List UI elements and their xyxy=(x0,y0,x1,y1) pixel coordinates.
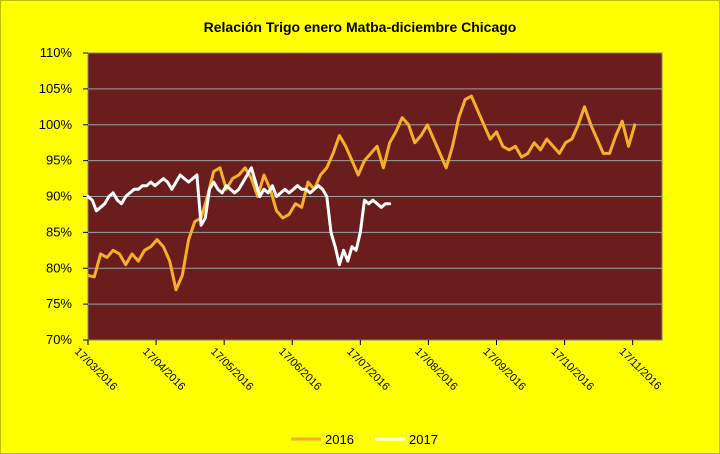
x-tick-label: 17/03/2016 xyxy=(72,346,119,393)
series-lines xyxy=(86,94,637,292)
y-tick-label: 75% xyxy=(46,296,72,311)
x-tick-label: 17/11/2016 xyxy=(617,346,664,393)
chart-title: Relación Trigo enero Matba-diciembre Chi… xyxy=(204,19,517,35)
y-tick-label: 85% xyxy=(46,224,72,239)
x-tick-label: 17/10/2016 xyxy=(548,346,595,393)
y-tick-label: 70% xyxy=(46,332,72,347)
x-tick-label: 17/06/2016 xyxy=(276,346,323,393)
x-tick-label: 17/04/2016 xyxy=(140,346,187,393)
series-line-2016 xyxy=(86,94,637,292)
x-tick-label: 17/09/2016 xyxy=(480,346,527,393)
x-tick-label: 17/07/2016 xyxy=(344,346,391,393)
y-tick-label: 95% xyxy=(46,153,72,168)
y-tick-label: 105% xyxy=(39,81,73,96)
legend-label-2017: 2017 xyxy=(409,432,438,447)
series-line-2017 xyxy=(86,166,392,267)
y-tick-label: 100% xyxy=(39,117,73,132)
y-tick-label: 90% xyxy=(46,189,72,204)
legend: 2016 2017 xyxy=(291,432,438,447)
y-tick-label: 110% xyxy=(40,45,73,60)
x-tick-label: 17/08/2016 xyxy=(412,346,459,393)
y-tick-label: 80% xyxy=(46,260,72,275)
y-axis-ticks: 70% 75% 80% 85% 90% 95% 100% 105% 110% xyxy=(39,45,88,347)
x-tick-label: 17/05/2016 xyxy=(208,346,255,393)
legend-label-2016: 2016 xyxy=(325,432,354,447)
x-axis-ticks: 17/03/2016 17/04/2016 17/05/2016 17/06/2016… xyxy=(72,340,664,393)
